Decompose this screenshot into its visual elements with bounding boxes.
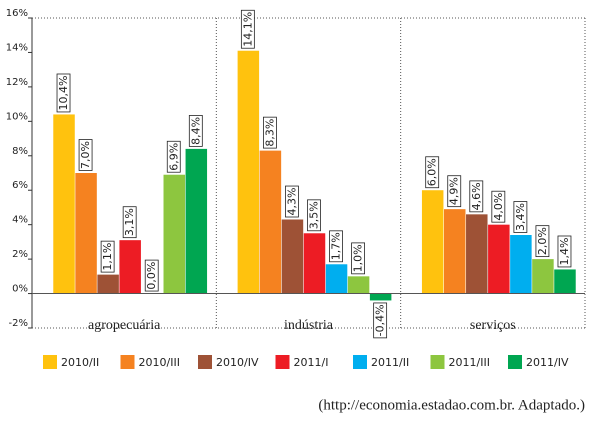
legend-label: 2011/III: [449, 356, 490, 369]
value-label: 1,0%: [352, 244, 365, 272]
value-label: 2,0%: [536, 227, 549, 255]
bar: [421, 190, 444, 294]
value-label: 1,1%: [101, 243, 114, 271]
value-label: -0,4%: [374, 304, 387, 336]
legend-swatch: [430, 355, 445, 369]
value-label-box: [78, 139, 93, 171]
bar: [347, 276, 370, 294]
value-label-box: [122, 206, 137, 239]
bar: [281, 219, 304, 294]
y-tick-label: 16%: [6, 8, 28, 19]
value-label-box: [329, 230, 343, 263]
value-label: 14,1%: [241, 12, 254, 47]
value-label-box: [263, 116, 277, 149]
legend-label: 2010/III: [139, 356, 180, 369]
bar: [97, 274, 119, 294]
legend-swatch: [198, 355, 212, 369]
bar: [185, 148, 208, 294]
legend-label: 2011/I: [294, 356, 329, 369]
y-tick-label: 2%: [12, 249, 28, 260]
value-label-box: [557, 235, 572, 268]
y-tick-label: 12%: [6, 77, 28, 88]
legend-label: 2010/II: [61, 356, 99, 369]
source: (http://economia.estadao.com.br. Adaptad…: [318, 397, 585, 413]
x-tick-label: agropecuária: [88, 318, 161, 333]
bar: [303, 233, 326, 294]
y-tick-label: 8%: [12, 146, 28, 157]
value-label-box: [351, 242, 365, 275]
bar: [488, 224, 510, 294]
value-label-box: [513, 201, 528, 233]
bar: [75, 173, 97, 294]
bar: [325, 264, 348, 294]
value-label: 4,3%: [285, 188, 298, 216]
value-label: 1,4%: [558, 237, 571, 265]
value-label-box: [469, 180, 484, 213]
value-label: 4,9%: [448, 177, 461, 205]
value-label: 1,7%: [330, 232, 343, 260]
value-label: 8,3%: [263, 119, 276, 147]
x-tick-label: indústria: [284, 318, 334, 333]
bar: [119, 240, 141, 294]
bar: [369, 293, 392, 301]
value-label: 0,0%: [145, 262, 158, 290]
y-tick-label: 14%: [6, 42, 28, 53]
legend-label: 2010/IV: [216, 356, 259, 369]
value-label: 3,1%: [123, 208, 136, 236]
bar: [259, 150, 282, 294]
value-label-box: [307, 199, 321, 232]
value-label: 8,4%: [189, 117, 202, 145]
value-label: 7,0%: [79, 141, 92, 169]
value-label-box: [166, 140, 181, 173]
y-tick-label: 4%: [12, 215, 28, 226]
value-label: 3,5%: [308, 201, 321, 229]
value-label-box: [285, 185, 299, 218]
value-label-box: [425, 156, 440, 189]
value-label: 10,4%: [57, 75, 70, 110]
value-label-box: [188, 115, 203, 147]
x-tick-label: serviços: [470, 318, 516, 333]
value-label: 4,6%: [470, 182, 483, 210]
value-label: 6,0%: [426, 158, 439, 186]
y-tick-label: 10%: [6, 111, 28, 122]
bar: [510, 235, 532, 294]
value-label-box: [240, 9, 255, 49]
value-label-box: [373, 302, 388, 339]
y-tick-label: 0%: [12, 284, 28, 295]
legend-label: 2011/IV: [526, 356, 569, 369]
bar: [532, 259, 554, 294]
legend-swatch: [275, 355, 290, 369]
legend-swatch: [508, 355, 522, 369]
legend-swatch: [43, 355, 57, 369]
bar: [53, 114, 75, 294]
value-label: 4,0%: [492, 193, 505, 221]
value-label-box: [535, 225, 550, 258]
y-tick-label: 6%: [12, 180, 28, 191]
legend-swatch: [353, 355, 367, 369]
bar: [163, 174, 186, 294]
bar: [466, 214, 488, 294]
bar: [237, 50, 260, 294]
value-label-box: [100, 240, 115, 273]
bar: [554, 269, 576, 294]
legend-swatch: [120, 355, 135, 369]
value-label-box: [447, 175, 462, 208]
value-label-box: [491, 190, 506, 223]
value-label-box: [56, 73, 71, 113]
bar: [443, 209, 466, 294]
y-tick-label: -2%: [9, 318, 28, 329]
value-label: 6,9%: [167, 143, 180, 171]
value-label-box: [144, 259, 159, 292]
value-label: 3,4%: [514, 203, 527, 231]
legend-label: 2011/II: [371, 356, 409, 369]
